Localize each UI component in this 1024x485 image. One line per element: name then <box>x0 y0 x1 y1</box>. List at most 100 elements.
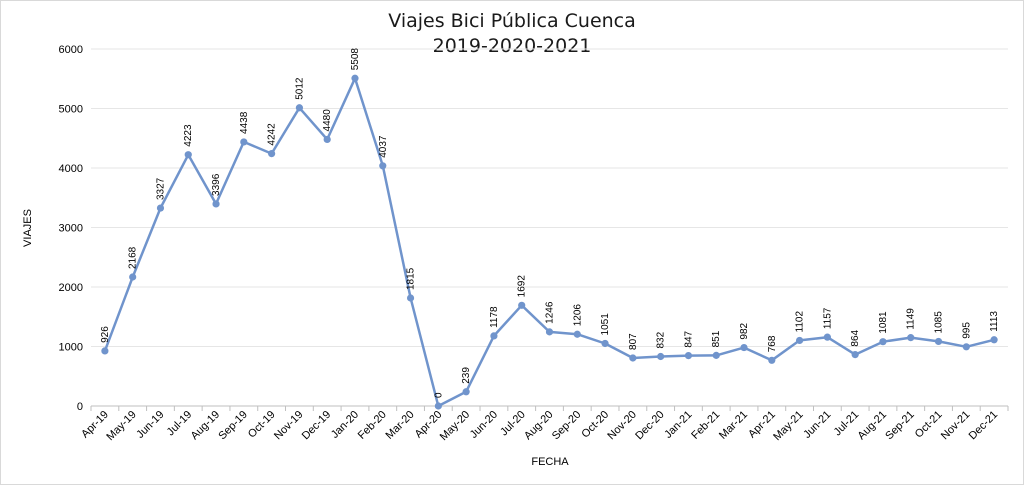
data-point <box>740 343 748 352</box>
data-point <box>601 339 609 348</box>
data-point <box>712 351 720 359</box>
data-point <box>323 135 331 144</box>
data-point <box>851 350 859 359</box>
data-label: 4480 <box>322 109 333 132</box>
data-label: 1815 <box>406 267 417 290</box>
data-point <box>101 347 109 355</box>
data-point <box>351 74 359 82</box>
data-label: 982 <box>739 322 750 339</box>
chart-subtitle: 2019-2020-2021 <box>432 35 592 57</box>
y-tick-label: 4000 <box>59 163 83 175</box>
x-tick-label: Jan-20 <box>329 409 361 441</box>
x-tick-label: Sep-19 <box>216 409 250 443</box>
x-tick-label: May-20 <box>438 409 472 443</box>
data-point <box>629 354 637 362</box>
x-tick-label: Dec-19 <box>300 409 334 443</box>
data-label: 4438 <box>239 111 250 134</box>
data-point <box>212 200 220 208</box>
data-label: 4223 <box>183 124 194 147</box>
data-label: 3396 <box>211 173 222 196</box>
x-tick-label: Dec-21 <box>967 409 1001 443</box>
x-tick-label: Aug-21 <box>855 409 889 443</box>
x-tick-label: Aug-19 <box>189 409 223 443</box>
data-label: 1085 <box>934 311 945 334</box>
data-label: 1113 <box>989 311 1000 332</box>
data-point <box>990 336 998 344</box>
data-point <box>490 332 498 340</box>
data-point <box>240 138 248 146</box>
x-tick-label: Sep-21 <box>883 409 917 443</box>
data-point <box>184 151 192 159</box>
y-tick-label: 6000 <box>59 44 83 56</box>
data-label: 926 <box>100 326 111 343</box>
data-label: 5508 <box>350 48 361 71</box>
data-point <box>768 356 776 364</box>
x-tick-label: Jun-19 <box>134 409 166 441</box>
x-tick-label: Nov-20 <box>605 409 639 443</box>
data-label: 1051 <box>600 313 611 336</box>
data-point <box>434 402 442 410</box>
data-point <box>934 337 943 346</box>
data-label: 1692 <box>517 275 528 298</box>
data-point <box>295 104 304 112</box>
data-label: 995 <box>961 322 972 339</box>
data-label: 3327 <box>155 177 166 200</box>
data-label: 1149 <box>906 308 917 330</box>
data-label: 847 <box>683 330 694 347</box>
x-tick-label: Aug-20 <box>522 409 556 443</box>
chart-title: Viajes Bici Pública Cuenca <box>388 10 636 32</box>
data-label: 768 <box>767 335 778 352</box>
y-tick-label: 2000 <box>59 282 83 294</box>
x-tick-label: Mar-20 <box>384 409 417 442</box>
x-tick-label: Sep-20 <box>550 409 584 443</box>
x-tick-label: Jun-20 <box>468 409 500 441</box>
y-tick-label: 5000 <box>59 104 83 116</box>
data-label: 807 <box>628 333 639 350</box>
data-label: 0 <box>433 392 444 398</box>
data-label: 239 <box>461 367 472 384</box>
y-tick-label: 3000 <box>59 223 83 235</box>
data-point <box>879 338 887 346</box>
x-tick-label: Nov-21 <box>939 409 973 443</box>
y-tick-label: 1000 <box>59 342 83 354</box>
data-label: 1157 <box>822 307 833 329</box>
data-label: 5012 <box>294 77 305 100</box>
data-label: 4037 <box>378 135 389 158</box>
data-point <box>573 330 581 338</box>
data-point <box>518 301 526 309</box>
data-label: 1178 <box>489 306 500 328</box>
x-tick-label: Feb-20 <box>356 409 389 442</box>
data-point <box>907 334 915 342</box>
y-tick-label: 0 <box>77 401 83 413</box>
data-point <box>795 336 804 345</box>
data-point <box>684 352 693 360</box>
data-label: 864 <box>850 329 861 346</box>
data-label: 2168 <box>128 246 139 269</box>
x-tick-label: Nov-19 <box>272 409 306 443</box>
x-tick-label: Mar-21 <box>717 409 750 442</box>
data-label: 4242 <box>267 123 278 146</box>
data-point <box>129 273 137 281</box>
x-tick-label: Jan-21 <box>662 409 694 441</box>
data-point <box>156 204 165 212</box>
x-tick-label: Feb-21 <box>689 409 722 442</box>
x-tick-label: Jun-21 <box>801 409 833 441</box>
data-point <box>379 162 387 170</box>
data-label: 1206 <box>572 304 583 327</box>
data-point <box>406 294 415 302</box>
data-label: 1102 <box>795 310 806 332</box>
data-point <box>268 150 276 158</box>
x-tick-label: Dec-20 <box>633 409 667 443</box>
data-point <box>462 388 470 396</box>
x-axis-label: FECHA <box>531 456 569 468</box>
data-label: 1246 <box>545 301 556 324</box>
data-point <box>545 328 554 336</box>
data-point <box>962 343 970 351</box>
data-point <box>823 333 831 341</box>
x-tick-label: May-21 <box>771 409 805 443</box>
data-label: 851 <box>711 330 722 347</box>
x-tick-label: May-19 <box>104 409 138 443</box>
data-label: 1081 <box>878 311 889 334</box>
